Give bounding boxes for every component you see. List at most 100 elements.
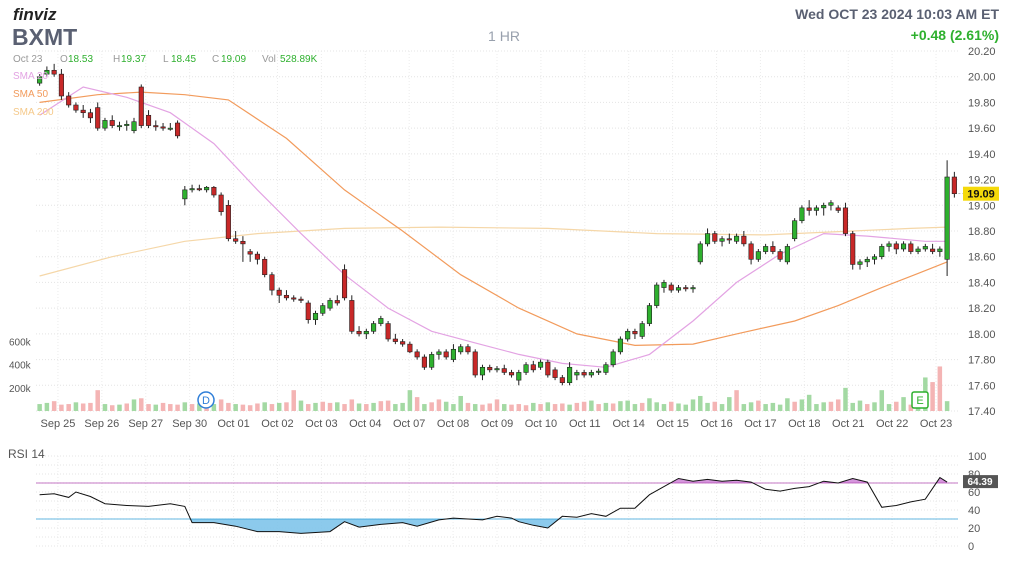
date-tick-label: Sep 25	[41, 418, 76, 430]
candle-body	[87, 112, 93, 119]
current-price-value: 19.09	[967, 189, 995, 201]
price-tick-label: 20.00	[968, 72, 996, 84]
date-tick-label: Oct 04	[349, 418, 381, 430]
volume-bar	[865, 404, 870, 411]
candle-body	[835, 207, 841, 211]
candle-body	[864, 258, 870, 263]
volume-bar	[494, 399, 500, 411]
candle-body	[116, 125, 123, 128]
earnings-marker[interactable]: E	[911, 391, 929, 409]
volume-bar	[639, 402, 645, 411]
candle-body	[95, 107, 101, 129]
volume-bar	[603, 402, 609, 411]
price-tick-label: 18.40	[968, 277, 996, 289]
legend-sma20[interactable]: SMA 20	[13, 71, 48, 82]
volume-bar	[654, 402, 659, 411]
volume-bar	[719, 404, 725, 411]
volume-bar	[255, 403, 260, 411]
candle-body	[37, 76, 43, 84]
dividend-marker[interactable]: D	[197, 391, 215, 409]
candle-body	[458, 346, 464, 353]
candle-body	[341, 269, 348, 299]
price-tick-label: 18.20	[968, 303, 996, 315]
current-price-tag: 19.09	[963, 186, 999, 201]
volume-bar	[552, 404, 558, 411]
volume-bar	[937, 366, 943, 411]
rsi-current-value: 64.39	[967, 477, 992, 488]
price-tick-label: 19.00	[968, 200, 996, 212]
volume-bar	[472, 404, 478, 411]
timeframe-label[interactable]: 1 HR	[488, 28, 520, 44]
candle-body	[886, 243, 892, 247]
rsi-tick-label: 40	[968, 505, 980, 517]
volume-bar	[857, 400, 863, 411]
candlesticks[interactable]	[37, 63, 957, 386]
candle-body	[298, 298, 304, 301]
high-label: H	[113, 54, 120, 65]
volume-bars	[37, 366, 950, 411]
rsi-oversold-fill	[39, 519, 948, 534]
candle-body	[400, 341, 406, 345]
candle-body	[363, 330, 369, 335]
volume-bar	[109, 405, 115, 411]
price-tick-label: 17.80	[968, 355, 996, 367]
candle-body	[545, 361, 551, 376]
candle-body	[704, 233, 711, 245]
date-tick-label: Oct 02	[261, 418, 293, 430]
open-label: O	[60, 54, 68, 65]
price-tick-label: 20.20	[968, 46, 996, 58]
candle-body	[371, 323, 377, 332]
candle-body	[770, 246, 776, 252]
volume-bar	[153, 404, 159, 411]
date-tick-label: Oct 21	[832, 418, 864, 430]
candle-body	[378, 318, 384, 324]
price-tick-label: 19.20	[968, 175, 996, 187]
candle-body	[225, 204, 231, 240]
price-tick-label: 18.80	[968, 226, 996, 238]
volume-bar	[567, 404, 572, 411]
volume-bar	[872, 402, 877, 411]
candle-body	[792, 220, 798, 240]
date-tick-label: Oct 16	[700, 418, 732, 430]
volume-bar	[610, 403, 616, 411]
low-value: 18.45	[171, 54, 196, 65]
candle-body	[356, 330, 362, 335]
date-tick-label: Oct 03	[305, 418, 337, 430]
candle-body	[625, 330, 631, 340]
volume-bar	[676, 403, 681, 411]
candle-body	[443, 351, 449, 358]
candle-body	[189, 188, 195, 191]
candle-body	[233, 238, 239, 242]
candle-body	[414, 351, 420, 358]
open-value: 18.53	[68, 54, 93, 65]
candle-body	[392, 338, 398, 342]
candle-body	[806, 207, 812, 211]
legend-sma50[interactable]: SMA 50	[13, 89, 48, 100]
volume-bar	[581, 401, 587, 411]
volume-bar	[770, 402, 776, 411]
volume-bar	[73, 402, 79, 411]
ticker-symbol[interactable]: BXMT	[12, 24, 77, 50]
volume-bar	[661, 404, 667, 411]
price-tick-label: 17.60	[968, 380, 996, 392]
legend-sma200[interactable]: SMA 200	[13, 107, 54, 118]
volume-bar	[683, 404, 689, 411]
candle-body	[254, 253, 260, 260]
volume-bar	[313, 402, 318, 411]
volume-bar	[139, 398, 144, 411]
volume-bar	[44, 402, 50, 411]
volume-bar	[821, 402, 826, 411]
volume-bar	[117, 404, 122, 411]
date-tick-label: Oct 01	[217, 418, 249, 430]
candle-body	[813, 207, 819, 211]
candle-body	[675, 287, 682, 291]
candle-body	[559, 377, 565, 384]
volume-bar	[734, 390, 739, 411]
volume-bar	[407, 390, 413, 411]
date-tick-label: Oct 11	[569, 418, 601, 430]
candle-body	[349, 300, 355, 332]
candle-body	[283, 294, 290, 299]
volume-bar	[625, 400, 630, 411]
finviz-logo[interactable]: finviz	[13, 5, 57, 24]
